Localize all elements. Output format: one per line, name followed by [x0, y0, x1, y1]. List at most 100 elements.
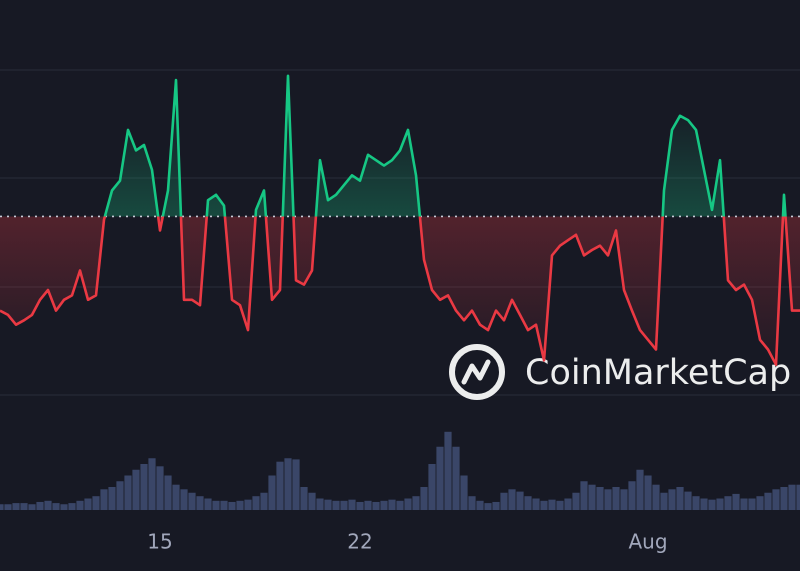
volume-bar: [732, 493, 740, 510]
volume-bar: [444, 431, 452, 510]
volume-bar: [636, 469, 644, 510]
volume-bar: [332, 500, 340, 510]
volume-bar: [292, 459, 300, 510]
x-axis: 15 22 Aug: [147, 530, 667, 554]
volume-bar: [628, 481, 636, 510]
volume-bar: [548, 499, 556, 510]
volume-bar: [708, 499, 716, 510]
x-tick-label: 15: [147, 530, 172, 554]
volume-bar: [228, 501, 236, 510]
volume-bar: [36, 501, 44, 510]
volume-bar: [532, 498, 540, 510]
watermark-logo-mark: [461, 359, 491, 385]
volume-bar: [516, 491, 524, 510]
volume-bar: [84, 498, 92, 510]
price-area: [0, 75, 800, 365]
volume-bar: [204, 498, 212, 510]
volume-bar: [428, 464, 436, 510]
x-tick-label: 22: [347, 530, 372, 554]
volume-bar: [404, 498, 412, 510]
volume-bar: [740, 498, 748, 510]
watermark-text: CoinMarketCap: [525, 353, 791, 393]
volume-bar: [156, 466, 164, 510]
x-tick-label: Aug: [628, 530, 667, 554]
price-line: [0, 74, 800, 366]
volume-bar: [652, 484, 660, 510]
volume-bar: [100, 489, 108, 510]
volume-bar: [484, 503, 492, 510]
volume-bar: [300, 487, 308, 510]
volume-bar: [276, 461, 284, 510]
volume-bar: [572, 492, 580, 510]
volume-bar: [556, 500, 564, 510]
volume-bar: [132, 469, 140, 510]
volume-bar: [660, 492, 668, 510]
volume-bar: [396, 500, 404, 510]
volume-bar: [92, 496, 100, 510]
watermark: CoinMarketCap: [449, 344, 791, 400]
volume-bars: [0, 431, 800, 510]
volume-bar: [260, 492, 268, 510]
volume-bar: [0, 504, 4, 510]
volume-bar: [452, 446, 460, 510]
volume-bar: [196, 496, 204, 510]
volume-bar: [180, 489, 188, 510]
volume-bar: [308, 492, 316, 510]
volume-bar: [764, 492, 772, 510]
price-area-fill: [0, 75, 800, 365]
volume-bar: [124, 475, 132, 510]
volume-bar: [564, 498, 572, 510]
price-line-group: [0, 74, 800, 366]
volume-bar: [460, 475, 468, 510]
volume-bar: [76, 500, 84, 510]
volume-bar: [188, 492, 196, 510]
volume-bar: [580, 481, 588, 510]
volume-bar: [28, 504, 36, 510]
volume-bar: [796, 484, 800, 510]
volume-bar: [420, 487, 428, 510]
volume-bar: [68, 503, 76, 510]
volume-bar: [788, 484, 796, 510]
volume-bar: [668, 489, 676, 510]
volume-bar: [268, 475, 276, 510]
volume-bar: [508, 489, 516, 510]
volume-bar: [44, 500, 52, 510]
volume-bar: [52, 503, 60, 510]
volume-bar: [588, 484, 596, 510]
volume-bar: [620, 489, 628, 510]
volume-bar: [236, 500, 244, 510]
volume-bar: [140, 464, 148, 510]
volume-bar: [524, 496, 532, 510]
volume-bar: [436, 446, 444, 510]
volume-bar: [316, 498, 324, 510]
volume-bar: [284, 458, 292, 510]
volume-bar: [644, 475, 652, 510]
volume-bar: [692, 496, 700, 510]
volume-bar: [540, 500, 548, 510]
volume-bar: [4, 504, 12, 510]
volume-bar: [244, 499, 252, 510]
volume-bar: [612, 487, 620, 510]
volume-bar: [492, 501, 500, 510]
volume-bar: [412, 496, 420, 510]
volume-bar: [148, 458, 156, 510]
volume-bar: [716, 498, 724, 510]
volume-bar: [700, 498, 708, 510]
volume-bar: [212, 500, 220, 510]
volume-bar: [108, 487, 116, 510]
volume-bar: [724, 496, 732, 510]
volume-bar: [356, 501, 364, 510]
volume-bar: [684, 491, 692, 510]
volume-bar: [756, 496, 764, 510]
volume-bar: [772, 489, 780, 510]
volume-bar: [172, 484, 180, 510]
volume-bar: [748, 498, 756, 510]
watermark-logo: [449, 344, 505, 400]
volume-bar: [596, 487, 604, 510]
volume-bar: [476, 500, 484, 510]
volume-bar: [220, 500, 228, 510]
volume-bar: [604, 489, 612, 510]
volume-bar: [12, 503, 20, 510]
